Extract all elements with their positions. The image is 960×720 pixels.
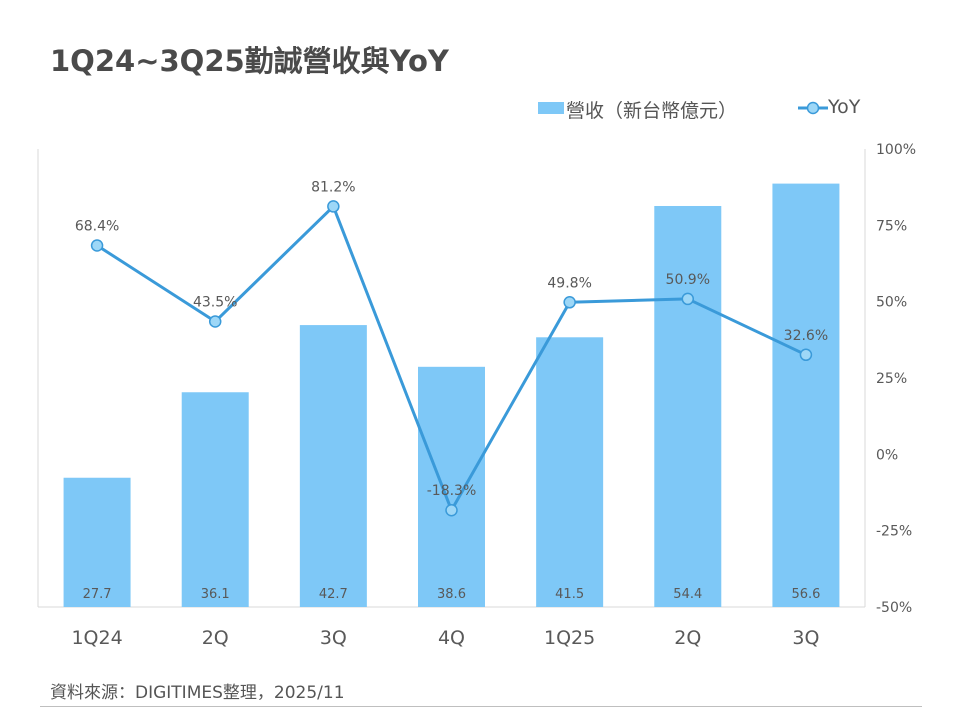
x-tick-label-3: 4Q [438,627,465,649]
yoy-point-0 [90,239,104,252]
yoy-point-5 [681,292,695,306]
yoy-label-5: 50.9% [666,272,710,288]
bar-3 [418,366,485,607]
y-right-tick-label-0: 100% [876,142,916,158]
x-tick-label-1: 2Q [202,627,229,649]
legend-line-label: YoY [828,96,861,118]
yoy-label-0: 68.4% [75,218,119,234]
x-tick-label-5: 2Q [674,627,701,649]
yoy-point-2 [327,200,340,213]
bar-5 [654,205,722,608]
bar-value-label-3: 38.6 [437,587,466,602]
legend-bar-label: 營收（新台幣億元） [566,100,738,122]
chart-title: 1Q24~3Q25勤誠營收與YoY [50,44,449,78]
legend: 營收（新台幣億元） YoY [538,96,878,124]
bar-4 [536,337,604,607]
y-right-tick-label-1: 75% [876,218,907,234]
y-right-tick-label-6: -50% [876,600,912,616]
bar-value-label-0: 27.7 [83,587,112,602]
bar-value-label-6: 56.6 [791,587,820,602]
yoy-label-2: 81.2% [311,179,355,195]
x-tick-label-4: 1Q25 [544,627,595,649]
footer-divider [40,706,922,707]
yoy-point-1 [208,315,222,328]
yoy-point-3 [445,503,458,517]
y-right-tick-label-3: 25% [876,371,907,387]
bar-6 [772,183,840,608]
x-tick-label-6: 3Q [792,627,819,649]
bar-value-label-4: 41.5 [555,587,584,602]
legend-line-swatch [798,101,828,115]
bar-value-label-1: 36.1 [201,587,230,602]
bar-2 [299,325,367,607]
yoy-label-4: 49.8% [547,275,591,291]
y-right-tick-label-4: 0% [876,447,898,463]
bar-0 [63,477,131,607]
x-tick-label-2: 3Q [320,627,347,649]
yoy-label-3: -18.3% [427,483,477,499]
legend-bar-swatch [538,102,564,114]
yoy-point-6 [799,348,813,362]
y-right-tick-label-5: -25% [876,524,912,540]
source-note: 資料來源：DIGITIMES整理，2025/11 [50,683,345,703]
yoy-label-1: 43.5% [193,295,237,311]
x-tick-label-0: 1Q24 [71,627,122,649]
y-right-tick-label-2: 50% [876,295,907,311]
yoy-label-6: 32.6% [784,328,828,344]
bar-1 [181,392,249,607]
bar-value-label-5: 54.4 [673,587,702,602]
yoy-point-4 [563,296,576,309]
bar-value-label-2: 42.7 [319,587,348,602]
